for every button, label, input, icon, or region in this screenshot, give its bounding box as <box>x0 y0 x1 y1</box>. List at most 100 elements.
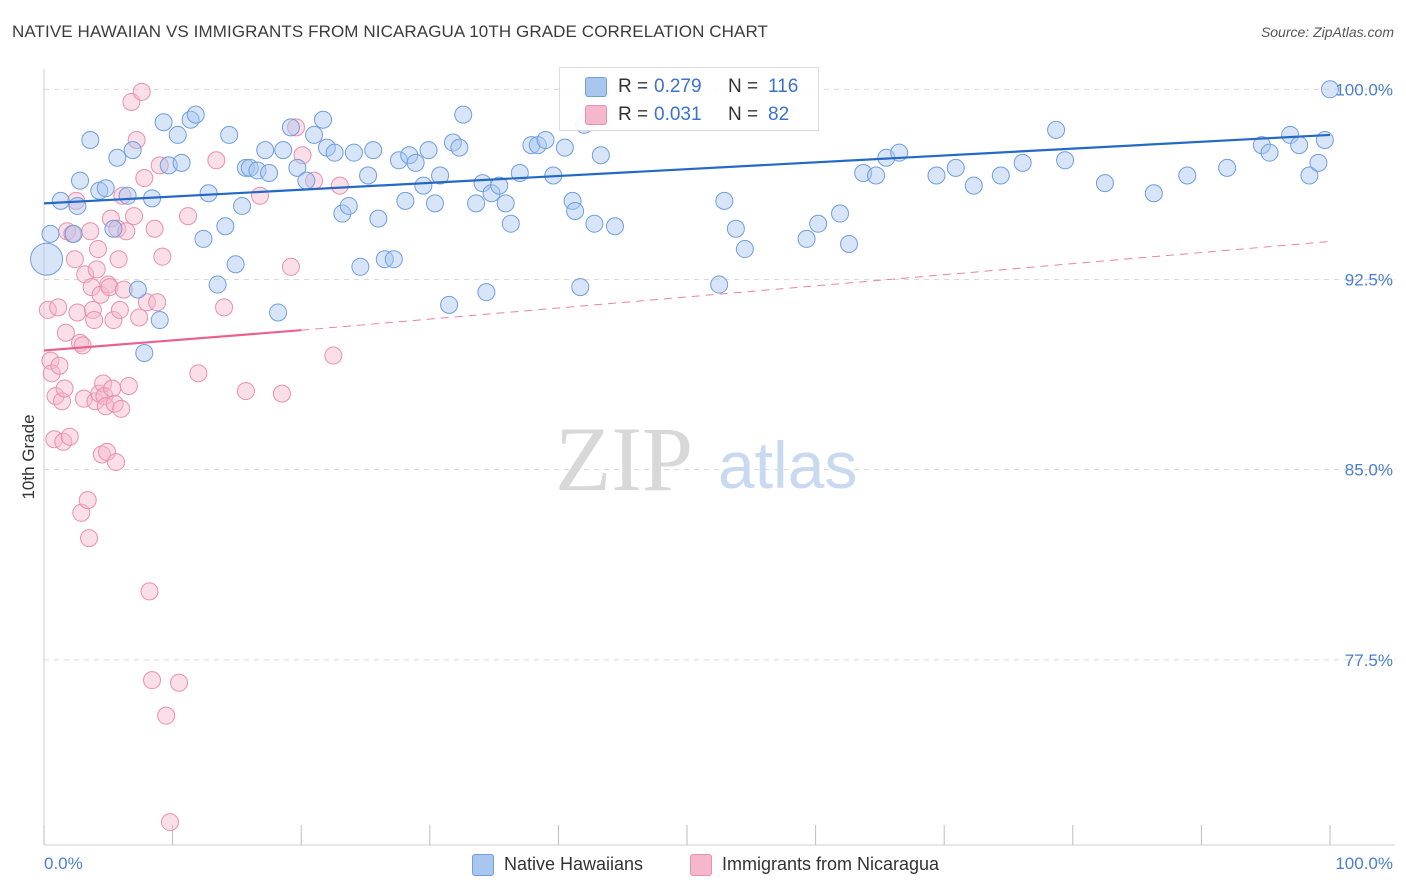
data-point-native-hawaiian <box>710 275 729 294</box>
data-point-nicaragua <box>150 156 169 175</box>
r-value: 0.031 <box>654 104 702 125</box>
n-value: 116 <box>768 76 799 97</box>
data-point-native-hawaiian <box>571 278 590 297</box>
data-point-nicaragua <box>89 240 108 259</box>
data-point-native-hawaiian <box>1309 153 1328 172</box>
legend-label: Immigrants from Nicaragua <box>722 854 940 874</box>
watermark: ZIP atlas <box>555 408 857 510</box>
data-point-native-hawaiian <box>431 166 450 185</box>
data-point-native-hawaiian <box>220 125 239 144</box>
data-point-native-hawaiian <box>501 214 520 233</box>
data-point-nicaragua <box>49 298 68 317</box>
data-point-nicaragua <box>50 356 69 375</box>
data-point-native-hawaiian <box>1047 120 1066 139</box>
data-point-native-hawaiian <box>477 283 496 302</box>
data-point-native-hawaiian <box>946 158 965 177</box>
data-point-nicaragua <box>110 300 129 319</box>
data-point-native-hawaiian <box>425 194 444 213</box>
data-point-native-hawaiian <box>555 138 574 157</box>
data-point-nicaragua <box>143 671 162 690</box>
data-point-nicaragua <box>109 250 128 269</box>
data-point-native-hawaiian <box>118 186 137 205</box>
axes <box>43 69 1395 846</box>
data-point-nicaragua <box>87 260 106 279</box>
data-point-native-hawaiian <box>333 204 352 223</box>
data-point-native-hawaiian <box>172 153 191 172</box>
data-point-native-hawaiian <box>591 146 610 165</box>
data-point-native-hawaiian <box>809 214 828 233</box>
data-point-native-hawaiian <box>419 141 438 160</box>
data-point-native-hawaiian <box>867 166 886 185</box>
legend-swatch-pink <box>585 105 607 125</box>
data-point-nicaragua <box>135 169 154 188</box>
data-point-native-hawaiian <box>96 179 115 198</box>
data-point-nicaragua <box>104 311 123 330</box>
y-tick-label: 85.0% <box>1345 461 1393 480</box>
trend-line-nicaragua-extension <box>301 240 1331 331</box>
legend-swatch-blue <box>585 77 607 97</box>
data-point-nicaragua <box>55 379 74 398</box>
data-point-nicaragua <box>42 364 61 383</box>
series-legend: Native Hawaiians Immigrants from Nicarag… <box>0 850 1406 880</box>
data-point-nicaragua <box>330 176 349 195</box>
series-nicaragua-points <box>38 82 349 832</box>
n-label: N = <box>728 76 759 97</box>
data-point-nicaragua <box>73 336 92 355</box>
tick-labels: 77.5% 85.0% 92.5% 100.0% 0.0% 100.0% <box>44 80 1393 873</box>
data-point-native-hawaiian <box>269 303 288 322</box>
data-point-native-hawaiian <box>281 118 300 137</box>
data-point-native-hawaiian <box>369 209 388 228</box>
data-point-native-hawaiian <box>1178 166 1197 185</box>
data-point-native-hawaiian <box>104 219 123 238</box>
data-point-nicaragua <box>68 303 87 322</box>
data-point-native-hawaiian <box>406 153 425 172</box>
data-point-nicaragua <box>281 257 300 276</box>
data-point-native-hawaiian <box>186 105 205 124</box>
data-point-native-hawaiian <box>563 191 582 210</box>
data-point-native-hawaiian <box>414 176 433 195</box>
legend-swatch-pink <box>690 854 712 876</box>
data-point-native-hawaiian <box>536 131 555 150</box>
x-tick-label: 100.0% <box>1335 854 1393 873</box>
data-point-nicaragua <box>140 582 159 601</box>
data-point-nicaragua <box>153 247 172 266</box>
data-point-nicaragua <box>114 280 133 299</box>
data-point-native-hawaiian <box>364 141 383 160</box>
data-point-nicaragua <box>179 207 198 226</box>
y-tick-label: 92.5% <box>1345 270 1393 289</box>
data-point-nicaragua <box>161 813 180 832</box>
data-point-native-hawaiian <box>297 171 316 190</box>
data-point-native-hawaiian <box>482 184 501 203</box>
watermark-atlas: atlas <box>718 428 857 502</box>
data-point-nicaragua <box>130 308 149 327</box>
data-point-nicaragua <box>251 186 270 205</box>
data-point-native-hawaiian <box>964 176 983 195</box>
data-point-nicaragua <box>207 151 226 170</box>
data-point-native-hawaiian <box>135 344 154 363</box>
data-point-nicaragua <box>80 529 99 548</box>
data-point-nicaragua <box>92 445 111 464</box>
data-point-native-hawaiian <box>314 110 333 129</box>
data-point-native-hawaiian <box>71 171 90 190</box>
data-point-native-hawaiian <box>325 143 344 162</box>
y-tick-label: 77.5% <box>1345 651 1393 670</box>
data-point-native-hawaiian <box>108 148 127 167</box>
data-point-native-hawaiian <box>30 242 64 276</box>
data-point-native-hawaiian <box>233 196 252 215</box>
data-point-native-hawaiian <box>1321 80 1339 99</box>
data-point-nicaragua <box>100 278 119 297</box>
n-value: 82 <box>768 104 790 125</box>
data-point-native-hawaiian <box>226 255 245 274</box>
data-point-native-hawaiian <box>51 191 70 210</box>
data-point-native-hawaiian <box>236 158 255 177</box>
data-point-native-hawaiian <box>396 191 415 210</box>
source-label: Source: ZipAtlas.com <box>1260 24 1394 40</box>
data-point-native-hawaiian <box>467 194 486 213</box>
data-point-nicaragua <box>272 384 291 403</box>
data-point-native-hawaiian <box>81 131 100 150</box>
data-point-native-hawaiian <box>1260 143 1279 162</box>
data-point-native-hawaiian <box>274 141 293 160</box>
data-point-native-hawaiian <box>496 194 515 213</box>
data-point-nicaragua <box>236 382 255 401</box>
data-point-nicaragua <box>65 250 84 269</box>
